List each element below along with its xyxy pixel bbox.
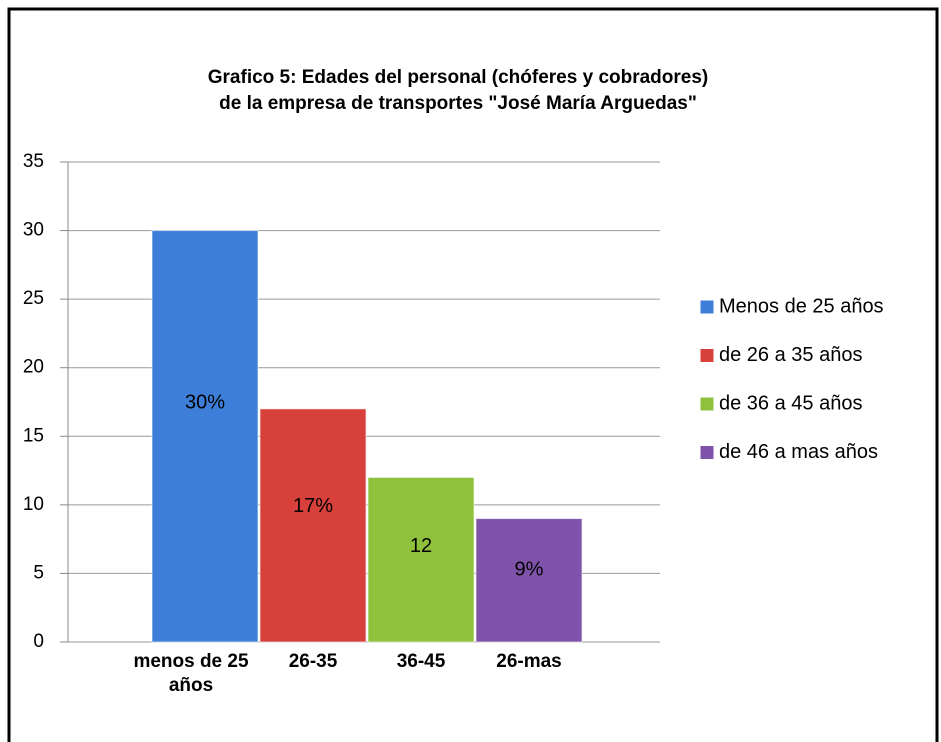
y-tick-label: 20 <box>23 357 44 378</box>
x-tick-label: 36-45 <box>396 651 446 672</box>
bar <box>259 408 367 643</box>
data-label: 30% <box>185 392 225 414</box>
y-tick-label: 25 <box>23 288 44 309</box>
legend-label: de 26 a 35 años <box>719 344 862 366</box>
x-tick-label: 26-35 <box>288 651 338 672</box>
legend-label: de 46 a mas años <box>719 441 878 463</box>
y-tick-label: 30 <box>23 220 44 241</box>
y-tick-label: 10 <box>23 494 44 515</box>
bar <box>475 518 583 643</box>
y-tick-label: 5 <box>33 562 44 583</box>
y-tick-label: 15 <box>23 425 44 446</box>
legend-swatch <box>699 348 715 363</box>
data-label: 17% <box>293 495 333 517</box>
bar <box>367 476 475 643</box>
data-label: 9% <box>515 559 544 581</box>
x-tick-label: 26-mas <box>496 651 562 672</box>
y-tick-label: 35 <box>23 151 44 172</box>
y-tick-label: 0 <box>33 631 44 652</box>
legend-label: de 36 a 45 años <box>719 392 862 414</box>
chart-subtitle: de la empresa de transportes "José María… <box>219 93 697 114</box>
legend-label: Menos de 25 años <box>719 295 884 317</box>
bar <box>151 230 259 643</box>
legend-swatch <box>699 396 715 412</box>
data-label: 12 <box>410 535 432 557</box>
legend-swatch <box>699 445 715 460</box>
legend-swatch <box>699 299 715 315</box>
frame <box>7 7 939 742</box>
chart-title: Grafico 5: Edades del personal (chóferes… <box>208 67 709 88</box>
x-tick-label: menos de 25 años <box>133 651 249 696</box>
